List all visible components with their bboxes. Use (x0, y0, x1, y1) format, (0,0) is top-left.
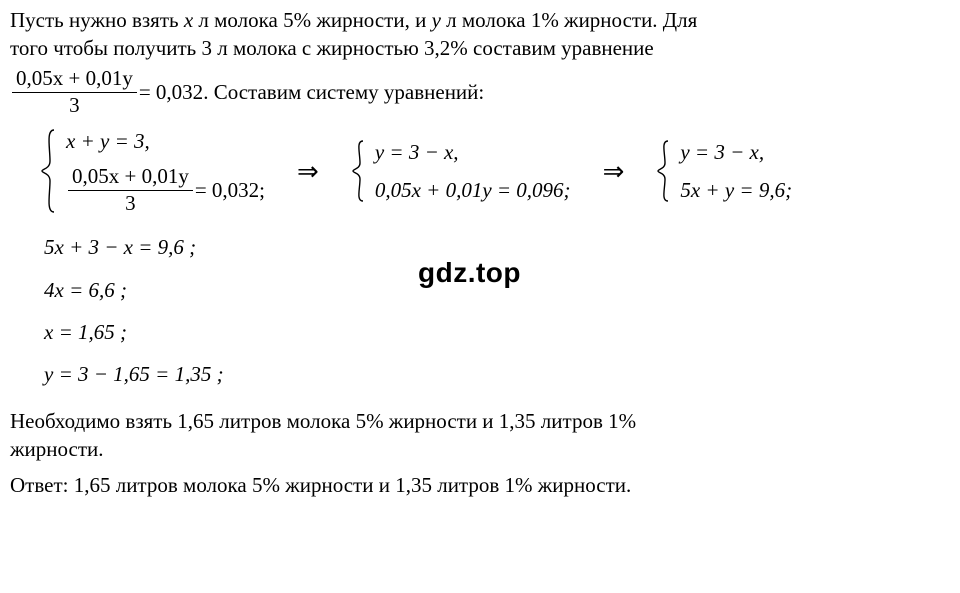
sys1-line2-rhs: = 0,032; (195, 176, 265, 204)
intro-text-3: л молока 1% жирности. Для (441, 8, 697, 32)
step-3: x = 1,65 ; (44, 318, 950, 346)
arrow-1: ⇒ (291, 154, 325, 189)
step-4: y = 3 − 1,65 = 1,35 ; (44, 360, 950, 388)
sys1-fraction: 0,05x + 0,01y 3 (68, 165, 193, 215)
variable-y: y (432, 8, 441, 32)
intro-paragraph: Пусть нужно взять x л молока 5% жирности… (10, 6, 950, 63)
sys1-line1: x + y = 3, (66, 127, 265, 155)
system-2: y = 3 − x, 0,05x + 0,01y = 0,096; (351, 138, 571, 205)
answer-line: Ответ: 1,65 литров молока 5% жирности и … (10, 471, 950, 499)
brace-icon (351, 139, 365, 203)
intro-text-1: Пусть нужно взять (10, 8, 184, 32)
sys2-line2: 0,05x + 0,01y = 0,096; (375, 176, 571, 204)
fraction-1: 0,05x + 0,01y 3 (12, 67, 137, 117)
arrow-2: ⇒ (597, 154, 631, 189)
conclusion-block: Необходимо взять 1,65 литров молока 5% ж… (10, 407, 950, 500)
fraction-1-num: 0,05x + 0,01y (12, 67, 137, 93)
sys2-line1: y = 3 − x, (375, 138, 571, 166)
solution-steps: 5x + 3 − x = 9,6 ; 4x = 6,6 ; x = 1,65 ;… (44, 233, 950, 388)
eq1-rhs: = 0,032 (139, 78, 203, 106)
sys1-frac-den: 3 (68, 191, 193, 215)
sys3-line1: y = 3 − x, (680, 138, 792, 166)
system-3: y = 3 − x, 5x + y = 9,6; (656, 138, 792, 205)
sys3-line2: 5x + y = 9,6; (680, 176, 792, 204)
system-1: x + y = 3, 0,05x + 0,01y 3 = 0,032; (40, 127, 265, 216)
step-2: 4x = 6,6 ; (44, 276, 950, 304)
conclusion-text-1: Необходимо взять 1,65 литров молока 5% ж… (10, 409, 636, 433)
brace-icon (656, 139, 670, 203)
sys1-line1-text: x + y = 3, (66, 127, 150, 155)
brace-icon (40, 128, 56, 214)
intro-text-4: того чтобы получить 3 л молока с жирност… (10, 36, 654, 60)
conclusion-line-1: Необходимо взять 1,65 литров молока 5% ж… (10, 407, 950, 464)
equation-row-1: 0,05x + 0,01y 3 = 0,032 . Составим систе… (10, 67, 950, 117)
intro-text-2: л молока 5% жирности, и (193, 8, 431, 32)
sys1-frac-num: 0,05x + 0,01y (68, 165, 193, 191)
step-1: 5x + 3 − x = 9,6 ; (44, 233, 950, 261)
sys1-line2: 0,05x + 0,01y 3 = 0,032; (66, 165, 265, 215)
systems-row: x + y = 3, 0,05x + 0,01y 3 = 0,032; ⇒ y … (40, 127, 950, 216)
variable-x: x (184, 8, 193, 32)
conclusion-text-2: жирности. (10, 437, 104, 461)
fraction-1-den: 3 (12, 93, 137, 117)
after-eq1: . Составим систему уравнений: (203, 78, 484, 106)
